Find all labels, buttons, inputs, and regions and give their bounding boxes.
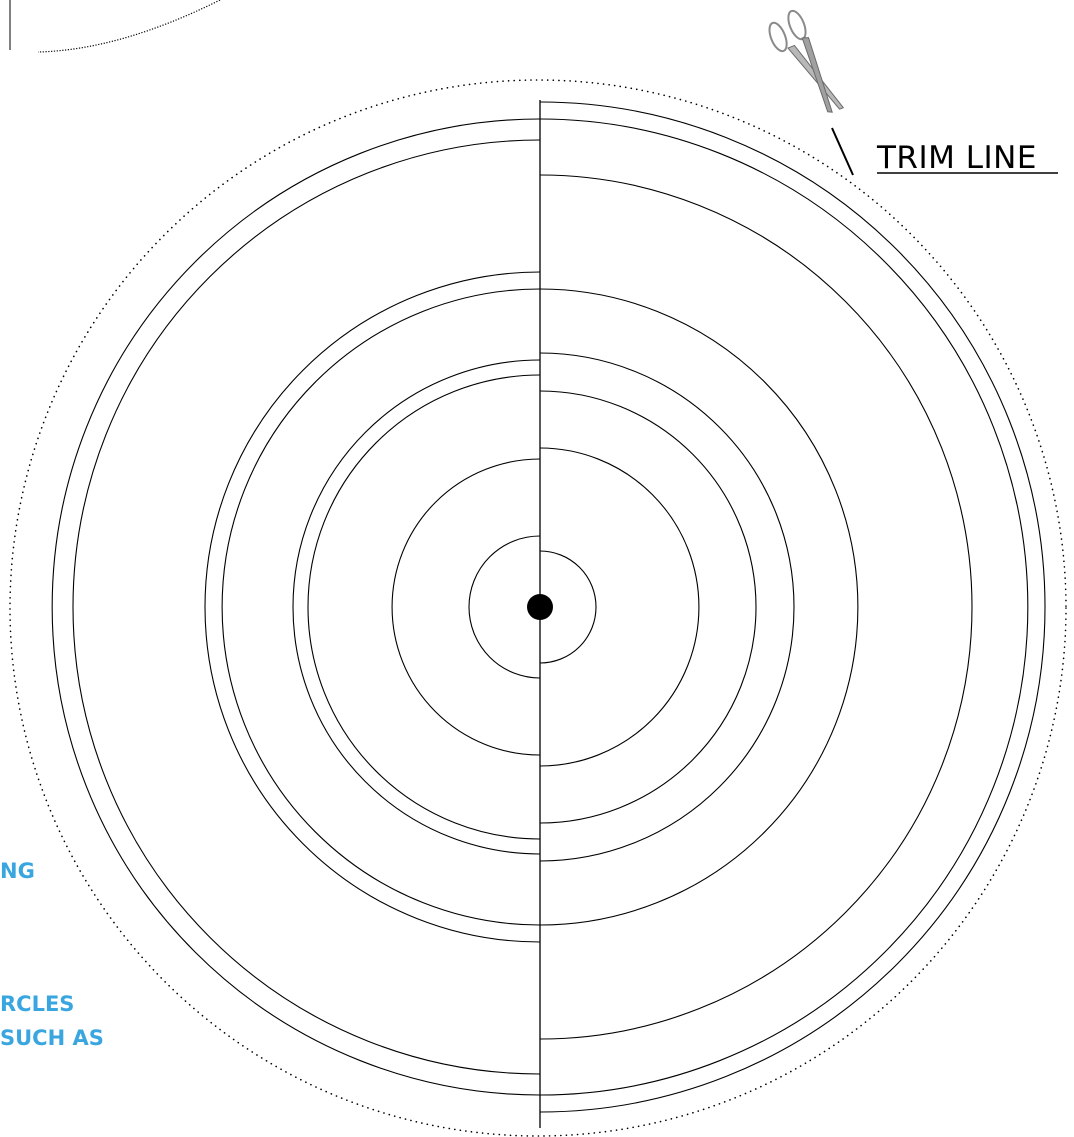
left-half-circles: [51, 118, 541, 1096]
right-half-circle-5: [539, 288, 859, 926]
left-half-circle-2: [391, 458, 541, 756]
right-half-circle-8: [539, 101, 1046, 1113]
right-half-circles: [539, 101, 1046, 1113]
left-half-circle-3: [307, 374, 541, 840]
right-half-circle-1: [539, 550, 597, 664]
left-half-circle-7: [72, 139, 541, 1075]
right-half-circle-2: [539, 447, 700, 767]
side-note-line-3: SUCH AS: [0, 1026, 104, 1050]
right-half-circle-3: [539, 390, 757, 824]
right-half-circle-6: [539, 174, 973, 1040]
trim-pointer-line: [831, 127, 854, 176]
trim-circle: [9, 79, 1067, 1137]
left-half-circle-1: [468, 535, 541, 679]
center-dot: [527, 594, 553, 620]
previous-cutout-fragment: [9, 0, 221, 53]
scissors-icon: [768, 9, 845, 113]
side-note-line-2: RCLES: [0, 992, 74, 1016]
left-half-circle-6: [204, 271, 541, 943]
left-half-circle-5: [221, 288, 541, 926]
right-half-circle-7: [539, 118, 1029, 1096]
left-half-circle-8: [51, 118, 541, 1096]
right-half-circle-4: [539, 352, 795, 862]
left-half-circle-4: [292, 359, 541, 855]
trim-line-label: TRIM LINE: [876, 140, 1037, 176]
side-note-line-1: NG: [0, 859, 35, 883]
